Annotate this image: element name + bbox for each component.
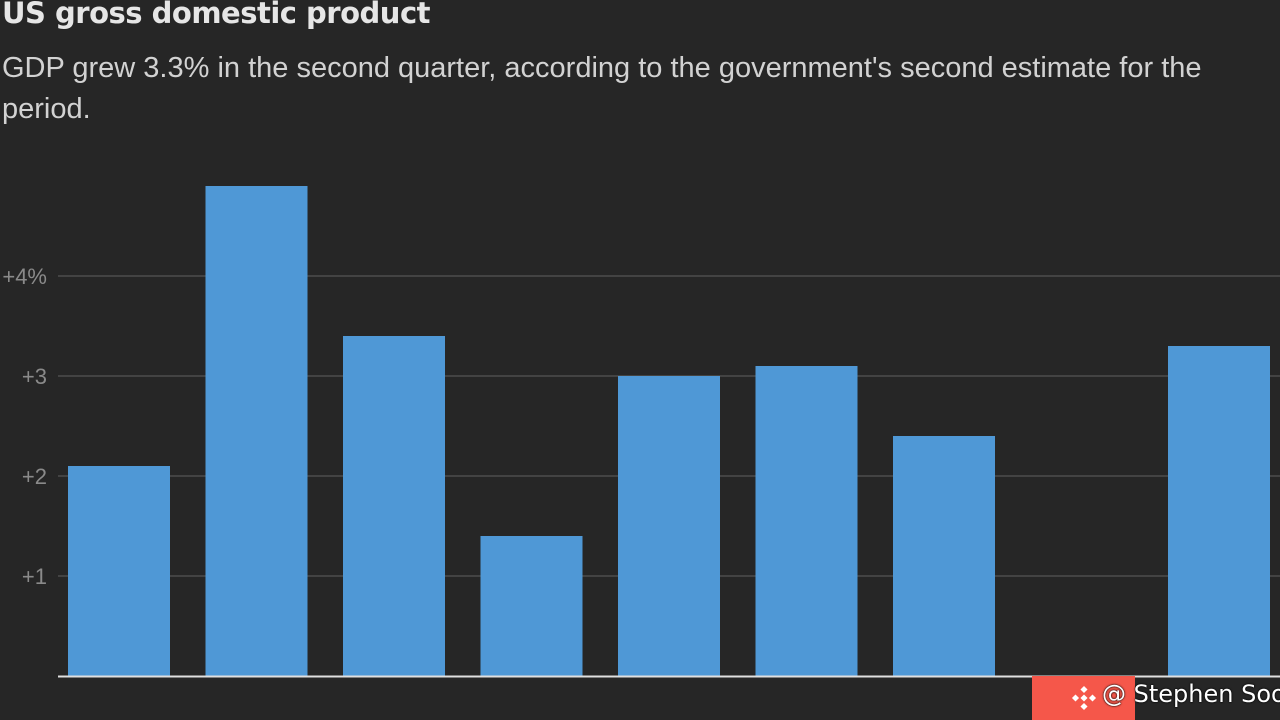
bar <box>755 366 858 676</box>
bar <box>205 186 308 676</box>
y-tick-labels: +1 +2 +3 +4% <box>2 264 47 589</box>
bars <box>68 186 1270 676</box>
y-tick-label: +4% <box>2 264 47 289</box>
bar <box>480 536 583 676</box>
y-tick-label: +1 <box>22 564 47 589</box>
y-tick-label: +2 <box>22 464 47 489</box>
bar <box>1168 346 1270 676</box>
binance-logo-icon <box>1071 685 1097 711</box>
bar <box>618 376 720 676</box>
chart-title: US gross domestic product <box>2 0 431 30</box>
chart-subtitle: GDP grew 3.3% in the second quarter, acc… <box>2 52 1202 125</box>
bar <box>68 466 170 676</box>
bar <box>343 336 445 676</box>
watermark-text: @ Stephen Soo <box>1102 680 1280 708</box>
watermark: @ Stephen Soo <box>1032 676 1280 720</box>
y-tick-label: +3 <box>22 364 47 389</box>
bar <box>893 436 995 676</box>
